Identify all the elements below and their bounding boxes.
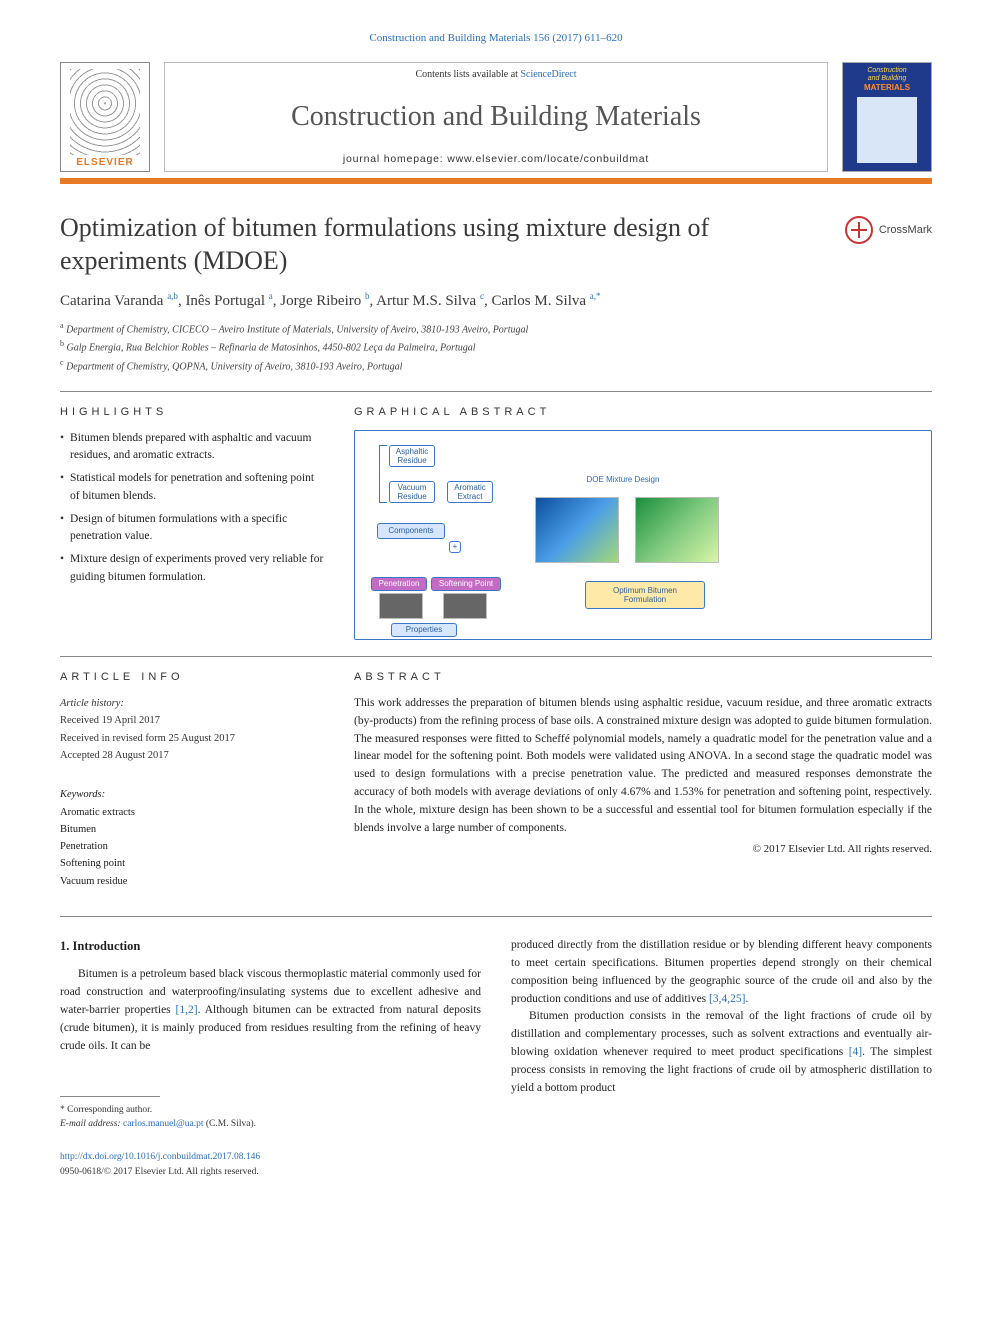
highlight-item: Bitumen blends prepared with asphaltic a… xyxy=(60,430,324,465)
cover-title: Construction and Building MATERIALS xyxy=(864,67,910,93)
highlights-heading: highlights xyxy=(60,406,324,418)
header-center: Contents lists available at ScienceDirec… xyxy=(164,62,828,172)
ga-box-components: Components xyxy=(377,523,445,539)
article-info-heading: article info xyxy=(60,671,324,683)
footnotes: * Corresponding author. E-mail address: … xyxy=(60,1103,481,1132)
keyword: Vacuum residue xyxy=(60,873,324,890)
highlights-list: Bitumen blends prepared with asphaltic a… xyxy=(60,430,324,586)
ga-box-softening: Softening Point xyxy=(431,577,501,591)
crossmark-badge[interactable]: CrossMark xyxy=(845,216,932,244)
keyword: Bitumen xyxy=(60,821,324,838)
ref-link[interactable]: [1,2] xyxy=(176,1004,198,1016)
highlight-item: Statistical models for penetration and s… xyxy=(60,470,324,505)
elsevier-logo: ELSEVIER xyxy=(60,62,150,172)
issn-line: 0950-0618/© 2017 Elsevier Ltd. All right… xyxy=(60,1167,259,1177)
article-title: Optimization of bitumen formulations usi… xyxy=(60,212,827,277)
authors-line: Catarina Varanda a,b, Inês Portugal a, J… xyxy=(60,291,932,310)
elsevier-label: ELSEVIER xyxy=(76,157,133,168)
keywords-block: Keywords: Aromatic extracts Bitumen Pene… xyxy=(60,786,324,890)
affiliations: a Department of Chemistry, CICECO – Avei… xyxy=(60,320,932,375)
ga-heading: graphical abstract xyxy=(354,406,932,418)
history-item: Accepted 28 August 2017 xyxy=(60,747,324,764)
crossmark-icon xyxy=(845,216,873,244)
footnote-divider xyxy=(60,1096,160,1097)
ga-box-plus: + xyxy=(449,541,461,553)
history-item: Received 19 April 2017 xyxy=(60,712,324,729)
ga-box-vacuum: Vacuum Residue xyxy=(389,481,435,503)
orange-divider xyxy=(60,178,932,184)
ga-photo-0 xyxy=(379,593,423,619)
ga-box-properties: Properties xyxy=(391,623,457,637)
abstract-text: This work addresses the preparation of b… xyxy=(354,695,932,838)
email-link[interactable]: carlos.manuel@ua.pt xyxy=(123,1119,204,1129)
body-col-left: 1. Introduction Bitumen is a petroleum b… xyxy=(60,937,481,1179)
email-suffix: (C.M. Silva). xyxy=(203,1119,256,1129)
crossmark-label: CrossMark xyxy=(879,224,932,236)
ga-bracket-icon xyxy=(379,445,387,503)
ga-chart-0 xyxy=(535,497,619,563)
ga-box-asphaltic: Asphaltic Residue xyxy=(389,445,435,467)
sciencedirect-link[interactable]: ScienceDirect xyxy=(520,69,576,80)
homepage-prefix: journal homepage: xyxy=(343,153,447,165)
contents-line: Contents lists available at ScienceDirec… xyxy=(415,69,576,80)
ga-box-doe: DOE Mixture Design xyxy=(563,473,683,487)
body-col-right: produced directly from the distillation … xyxy=(511,937,932,1179)
keyword: Aromatic extracts xyxy=(60,804,324,821)
divider xyxy=(60,656,932,657)
journal-name: Construction and Building Materials xyxy=(291,101,701,133)
homepage-line: journal homepage: www.elsevier.com/locat… xyxy=(343,153,649,165)
article-history: Article history: Received 19 April 2017 … xyxy=(60,695,324,764)
highlight-item: Mixture design of experiments proved ver… xyxy=(60,551,324,586)
doi-link[interactable]: http://dx.doi.org/10.1016/j.conbuildmat.… xyxy=(60,1152,260,1162)
ga-photo-1 xyxy=(443,593,487,619)
ref-link[interactable]: [4] xyxy=(849,1046,862,1058)
doi-block: http://dx.doi.org/10.1016/j.conbuildmat.… xyxy=(60,1150,481,1179)
elsevier-tree-icon xyxy=(70,69,140,155)
abstract-heading: abstract xyxy=(354,671,932,683)
intro-p-left: Bitumen is a petroleum based black visco… xyxy=(60,966,481,1055)
keyword: Penetration xyxy=(60,838,324,855)
intro-p-right-1: produced directly from the distillation … xyxy=(511,937,932,1008)
cover-thumb-icon xyxy=(857,97,916,163)
keyword: Softening point xyxy=(60,855,324,872)
ga-box-penetration: Penetration xyxy=(371,577,427,591)
journal-header: ELSEVIER Contents lists available at Sci… xyxy=(60,62,932,172)
ga-chart-1 xyxy=(635,497,719,563)
ga-box-optimum: Optimum Bitumen Formulation xyxy=(585,581,705,609)
journal-cover: Construction and Building MATERIALS xyxy=(842,62,932,172)
highlight-item: Design of bitumen formulations with a sp… xyxy=(60,511,324,546)
contents-prefix: Contents lists available at xyxy=(415,69,520,80)
citation: Construction and Building Materials 156 … xyxy=(60,32,932,44)
graphical-abstract-figure: Asphaltic Residue Vacuum Residue Aromatic … xyxy=(354,430,932,640)
intro-p-right-2: Bitumen production consists in the remov… xyxy=(511,1008,932,1097)
keywords-label: Keywords: xyxy=(60,789,105,800)
homepage-url[interactable]: www.elsevier.com/locate/conbuildmat xyxy=(447,153,649,165)
divider xyxy=(60,916,932,917)
intro-heading: 1. Introduction xyxy=(60,937,481,956)
email-label: E-mail address: xyxy=(60,1119,123,1129)
corresponding-author: * Corresponding author. xyxy=(60,1103,481,1118)
copyright: © 2017 Elsevier Ltd. All rights reserved… xyxy=(354,843,932,855)
divider xyxy=(60,391,932,392)
history-item: Received in revised form 25 August 2017 xyxy=(60,730,324,747)
ga-box-aromatic: Aromatic Extract xyxy=(447,481,493,503)
ref-link[interactable]: [3,4,25] xyxy=(709,993,745,1005)
history-label: Article history: xyxy=(60,698,124,709)
